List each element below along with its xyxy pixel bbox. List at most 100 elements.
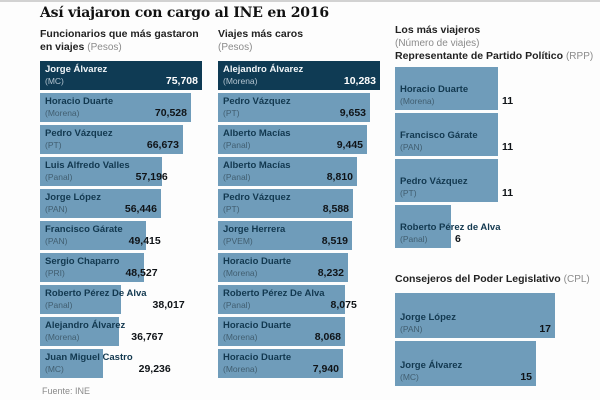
bar-name: Horacio Duarte bbox=[400, 84, 469, 95]
bar-row: Francisco Gárate (PAN) 11 bbox=[395, 113, 513, 156]
bar-party: (Panal) bbox=[400, 234, 428, 244]
bar-party: (PT) bbox=[45, 140, 62, 150]
bar-label: Horacio Duarte (Morena) bbox=[45, 96, 113, 118]
bar-value: 11 bbox=[502, 95, 514, 107]
bar-party: (PAN) bbox=[45, 236, 68, 246]
rpp-title-text: Representante de Partido Político bbox=[395, 50, 564, 62]
bar-value: 7,940 bbox=[312, 363, 339, 375]
bar-row: Alejandro Álvarez (Morena) 10,283 bbox=[218, 61, 380, 90]
bar-value: 9,445 bbox=[336, 139, 363, 151]
header-text: en viajes bbox=[40, 41, 85, 53]
bar-party: (Morena) bbox=[223, 332, 258, 342]
bar-value: 10,283 bbox=[343, 75, 376, 87]
bar-label: Roberto Pérez De Alva (Panal) bbox=[45, 288, 147, 310]
bar-value: 49,415 bbox=[128, 235, 161, 247]
bar-row: Horacio Duarte (Morena) 7,940 bbox=[218, 349, 343, 378]
bar-label: Jorge Álvarez (MC) bbox=[45, 64, 107, 86]
bar-label: Pedro Vázquez (PT) bbox=[400, 176, 468, 198]
bar-label: Jorge López (PAN) bbox=[45, 192, 101, 214]
bar-row: Jorge López (PAN) 56,446 bbox=[40, 189, 161, 218]
bar-label: Jorge Álvarez (MC) bbox=[400, 360, 462, 382]
bar-party: (MC) bbox=[400, 372, 419, 382]
bar-label: Luis Alfredo Valles (Panal) bbox=[45, 160, 130, 182]
bar-value: 36,767 bbox=[131, 331, 164, 343]
bar-row: Roberto Pérez De Alva (Panal) 38,017 bbox=[40, 285, 185, 314]
header-text: Viajes más caros bbox=[218, 28, 304, 40]
header-unit: (Pesos) bbox=[218, 42, 253, 53]
header-text: Los más viajeros bbox=[395, 24, 481, 36]
rpp-abbr-text: (RPP) bbox=[565, 51, 594, 62]
bar-row: Alberto Macías (Panal) 9,445 bbox=[218, 125, 367, 154]
bar-row: Pedro Vázquez (PT) 11 bbox=[395, 159, 513, 202]
bar-party: (Panal) bbox=[223, 300, 251, 310]
bar-party: (MC) bbox=[45, 364, 64, 374]
chart-header-mas-viajeros: Los más viajeros (Número de viajes) bbox=[395, 24, 480, 50]
bar-label: Alberto Macías (Panal) bbox=[223, 160, 291, 182]
chart-funcionarios-bars: Jorge Álvarez (MC) 75,708 Horacio Duarte… bbox=[40, 61, 202, 378]
bar-value: 8,810 bbox=[326, 171, 353, 183]
bar-row: Sergio Chaparro (PRI) 48,527 bbox=[40, 253, 158, 282]
header-text: Funcionarios que más gastaron bbox=[40, 28, 199, 40]
header-line-1: Funcionarios que más gastaron bbox=[40, 28, 199, 41]
bar-name: Horacio Duarte bbox=[223, 352, 292, 363]
bar-row: Jorge Álvarez (MC) 75,708 bbox=[40, 61, 202, 90]
bar-value: 11 bbox=[502, 187, 514, 199]
bar-value: 8,588 bbox=[322, 203, 349, 215]
bar-party: (Panal) bbox=[45, 300, 73, 310]
bar-label: Juan Miguel Castro (MC) bbox=[45, 352, 133, 374]
bar-label: Sergio Chaparro (PRI) bbox=[45, 256, 119, 278]
bar-value: 56,446 bbox=[124, 203, 157, 215]
header-unit: (Pesos) bbox=[87, 42, 122, 53]
bar-name: Jorge López bbox=[400, 312, 456, 323]
bar-label: Pedro Vázquez (PT) bbox=[45, 128, 113, 150]
bar-row: Francisco Gárate (PAN) 49,415 bbox=[40, 221, 161, 250]
chart-header-viajes-caros: Viajes más caros (Pesos) bbox=[218, 28, 303, 54]
bar-name: Juan Miguel Castro bbox=[45, 352, 133, 363]
bar-name: Horacio Duarte bbox=[45, 96, 114, 107]
bar-name: Jorge Álvarez bbox=[400, 360, 463, 371]
bar-row: Roberto Pérez de Alva (Panal) 6 bbox=[395, 205, 500, 248]
bar-row: Alejandro Álvarez (Morena) 36,767 bbox=[40, 317, 163, 346]
bar-value: 15 bbox=[520, 371, 532, 383]
bar-value: 8,075 bbox=[330, 299, 357, 311]
chart-rpp-bars: Horacio Duarte (Morena) 11 Francisco Gár… bbox=[395, 67, 513, 248]
chart-viajes-caros-bars: Alejandro Álvarez (Morena) 10,283 Pedro … bbox=[218, 61, 380, 378]
header-line-2: (Número de viajes) bbox=[395, 37, 480, 50]
chart-cpl-bars: Jorge López (PAN) 17 Jorge Álvarez (MC) … bbox=[395, 293, 555, 386]
chart-header-funcionarios: Funcionarios que más gastaron en viajes … bbox=[40, 28, 199, 54]
bar-label: Pedro Vázquez (PT) bbox=[223, 96, 291, 118]
bar-name: Roberto Pérez de Alva bbox=[400, 222, 501, 233]
bar-party: (PT) bbox=[223, 108, 240, 118]
bar-party: (PAN) bbox=[400, 142, 423, 152]
bar-party: (PT) bbox=[400, 188, 417, 198]
bar-label: Alejandro Álvarez (Morena) bbox=[45, 320, 125, 342]
bar-value: 11 bbox=[502, 141, 514, 153]
bar-party: (Panal) bbox=[223, 172, 251, 182]
bar-name: Pedro Vázquez bbox=[223, 96, 291, 107]
bar-row: Pedro Vázquez (PT) 8,588 bbox=[218, 189, 353, 218]
bar-party: (Panal) bbox=[45, 172, 73, 182]
bar-name: Alberto Macías bbox=[223, 160, 291, 171]
bar-row: Pedro Vázquez (PT) 9,653 bbox=[218, 93, 370, 122]
bar-label: Jorge López (PAN) bbox=[400, 312, 456, 334]
bar-value: 17 bbox=[539, 323, 551, 335]
bar-party: (PVEM) bbox=[223, 236, 253, 246]
bar-party: (MC) bbox=[45, 76, 64, 86]
bar-party: (Morena) bbox=[400, 96, 435, 106]
bar-party: (Panal) bbox=[223, 140, 251, 150]
bar-value: 57,196 bbox=[135, 171, 168, 183]
bar-value: 8,068 bbox=[314, 331, 341, 343]
bar-party: (PAN) bbox=[400, 324, 423, 334]
bar-row: Jorge Álvarez (MC) 15 bbox=[395, 341, 536, 386]
page-title: Así viajaron con cargo al INE en 2016 bbox=[40, 5, 329, 21]
bar-label: Alberto Macías (Panal) bbox=[223, 128, 291, 150]
rpp-section-title: Representante de Partido Político (RPP) bbox=[395, 50, 593, 62]
bar-name: Francisco Gárate bbox=[45, 224, 123, 235]
bar-name: Jorge Álvarez bbox=[45, 64, 108, 75]
bar-row: Horacio Duarte (Morena) 8,232 bbox=[218, 253, 348, 282]
source-note: Fuente: INE bbox=[42, 386, 91, 396]
bar-row: Juan Miguel Castro (MC) 29,236 bbox=[40, 349, 171, 378]
bar-party: (Morena) bbox=[45, 108, 80, 118]
cpl-title-text: Consejeros del Poder Legislativo bbox=[395, 273, 561, 285]
